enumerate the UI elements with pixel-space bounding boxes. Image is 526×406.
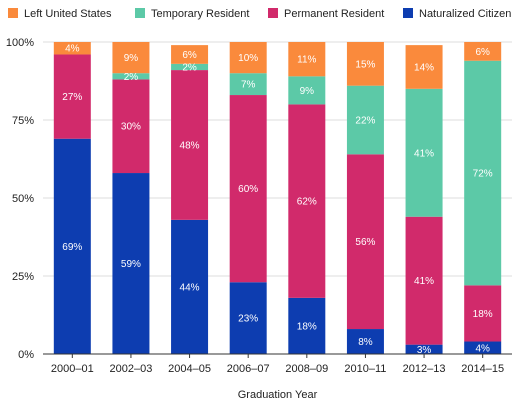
data-label: 9% <box>300 86 315 97</box>
x-tick-label: 2010–11 <box>344 363 386 375</box>
data-label: 2% <box>124 72 139 83</box>
data-label: 15% <box>355 59 375 70</box>
data-label: 7% <box>241 80 256 91</box>
legend-label: Temporary Resident <box>151 8 249 20</box>
legend-item-temporary-resident: Temporary Resident <box>135 8 249 20</box>
legend-label: Left United States <box>24 8 112 20</box>
x-tick-label: 2012–13 <box>403 363 446 375</box>
x-tick-label: 2000–01 <box>51 363 94 375</box>
data-label: 48% <box>180 140 200 151</box>
data-label: 27% <box>62 92 82 103</box>
bar-segment-naturalized-citizen <box>346 329 384 354</box>
data-label: 18% <box>473 309 493 320</box>
data-label: 8% <box>358 337 373 348</box>
bar-segment-temporary-resident <box>464 60 502 286</box>
data-label: 2% <box>182 62 197 73</box>
bar-segment-permanent-resident <box>464 285 502 342</box>
bar-segment-temporary-resident <box>346 85 384 155</box>
bar-segment-temporary-resident <box>171 63 209 71</box>
bar-segment-left-united-states <box>112 42 150 74</box>
bar-segment-naturalized-citizen <box>229 282 267 354</box>
y-tick-label: 50% <box>12 193 34 205</box>
bar-segment-permanent-resident <box>346 154 384 330</box>
y-axis-ticks: 0% 25% 50% 75% 100% <box>6 37 34 361</box>
bar-segment-left-united-states <box>346 42 384 86</box>
legend-swatch <box>403 8 413 18</box>
bar-segment-left-united-states <box>171 45 209 64</box>
data-label: 60% <box>238 184 258 195</box>
data-label: 4% <box>65 44 80 55</box>
y-tick-label: 25% <box>12 271 34 283</box>
y-tick-label: 0% <box>18 349 34 361</box>
bar-segment-permanent-resident <box>229 95 267 283</box>
bar-segment-permanent-resident <box>288 104 326 298</box>
data-label: 41% <box>414 148 434 159</box>
data-label: 30% <box>121 122 141 133</box>
data-label: 59% <box>121 259 141 270</box>
bar-segment-naturalized-citizen <box>112 173 150 354</box>
x-tick-label: 2002–03 <box>110 363 153 375</box>
legend-item-left-united-states: Left United States <box>8 8 112 20</box>
data-label: 4% <box>475 343 490 354</box>
bar-segment-left-united-states <box>405 45 443 89</box>
bar-segment-naturalized-citizen <box>405 344 443 354</box>
x-axis-ticks: 2000–01 2002–03 2004–05 2006–07 2008–09 2010–… <box>51 354 504 375</box>
bar-segment-temporary-resident <box>288 76 326 105</box>
bar-segment-permanent-resident <box>53 54 91 139</box>
x-axis-label: Graduation Year <box>238 389 318 401</box>
bar-segment-naturalized-citizen <box>171 219 209 354</box>
data-labels: 69%27%4%59%30%2%9%44%48%2%6%23%60%7%10%1… <box>62 44 492 356</box>
data-label: 62% <box>297 197 317 208</box>
x-tick-label: 2004–05 <box>168 363 211 375</box>
bar-segment-permanent-resident <box>171 70 209 220</box>
bar-segment-temporary-resident <box>405 88 443 217</box>
data-label: 10% <box>238 53 258 64</box>
data-label: 9% <box>124 53 139 64</box>
x-tick-label: 2006–07 <box>227 363 270 375</box>
data-label: 69% <box>62 242 82 253</box>
bar-segment-temporary-resident <box>112 73 150 80</box>
x-tick-label: 2014–15 <box>461 363 504 375</box>
data-label: 41% <box>414 276 434 287</box>
bars <box>53 42 502 354</box>
legend-item-permanent-resident: Permanent Resident <box>268 8 384 20</box>
legend: Left United States Temporary Resident Perm… <box>8 8 511 20</box>
data-label: 3% <box>417 345 432 356</box>
data-label: 6% <box>475 47 490 58</box>
data-label: 56% <box>355 237 375 248</box>
data-label: 23% <box>238 314 258 325</box>
bar-segment-left-united-states <box>229 42 267 74</box>
bar-segment-naturalized-citizen <box>53 138 91 354</box>
data-label: 11% <box>297 55 316 66</box>
bar-segment-temporary-resident <box>229 73 267 96</box>
data-label: 6% <box>182 50 197 61</box>
legend-swatch <box>8 8 18 18</box>
legend-swatch <box>135 8 145 18</box>
data-label: 14% <box>414 62 434 73</box>
data-label: 72% <box>473 169 493 180</box>
bar-segment-permanent-resident <box>112 79 150 174</box>
bar-segment-left-united-states <box>53 42 91 55</box>
bar-segment-naturalized-citizen <box>288 297 326 354</box>
y-tick-label: 100% <box>6 37 34 49</box>
legend-swatch <box>268 8 278 18</box>
x-tick-label: 2008–09 <box>285 363 328 375</box>
data-label: 22% <box>355 116 375 127</box>
data-label: 44% <box>180 282 200 293</box>
y-tick-label: 75% <box>12 115 34 127</box>
legend-item-naturalized-citizen: Naturalized Citizen <box>403 8 511 20</box>
bar-segment-left-united-states <box>464 42 502 61</box>
bar-segment-permanent-resident <box>405 216 443 345</box>
legend-label: Permanent Resident <box>284 8 384 20</box>
bar-segment-naturalized-citizen <box>464 341 502 354</box>
legend-label: Naturalized Citizen <box>419 8 511 20</box>
bar-segment-left-united-states <box>288 42 326 77</box>
data-label: 18% <box>297 321 317 332</box>
